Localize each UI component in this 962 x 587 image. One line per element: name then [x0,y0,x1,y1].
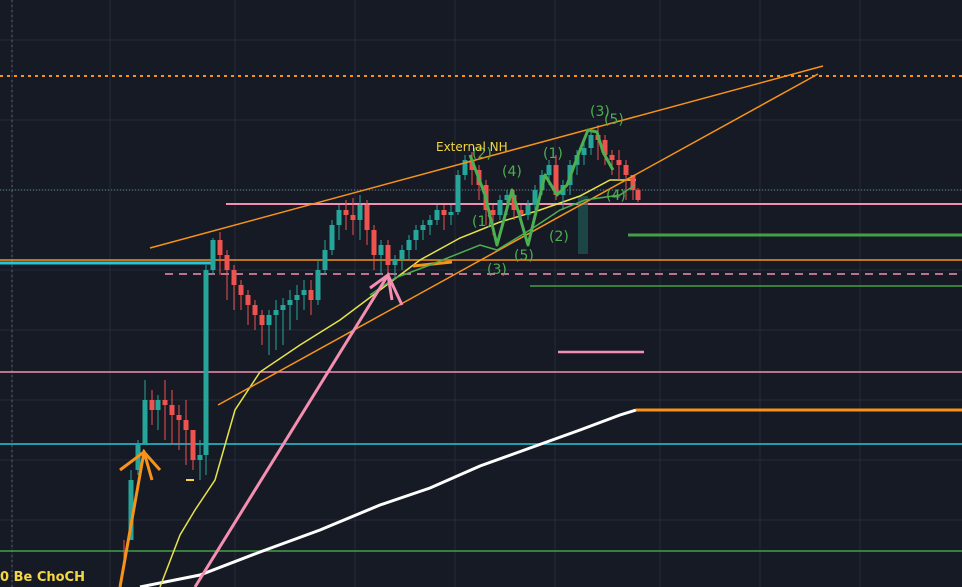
candle-body [518,210,524,215]
candle-body [427,220,433,225]
wave-drawings [369,128,636,296]
wave-lower [369,184,636,296]
candle-body [322,250,328,270]
candle-body [441,210,447,215]
candle-body [385,245,391,265]
candle-body [511,195,517,210]
wave-zigzag [468,128,615,247]
candle-body [364,205,370,230]
candle-body [413,230,419,240]
candle-body [504,195,510,200]
candle-body [203,270,209,455]
candle-body [455,175,461,212]
candle-body [343,210,349,215]
pink-arrow [193,271,404,587]
candle-body [245,295,251,305]
candle-body [371,230,377,255]
candle-body [273,310,279,315]
candle-body [231,270,237,285]
candle-body [623,165,629,175]
candle-body [357,205,363,220]
wave-label: (1) [543,146,563,162]
candle-body [197,455,203,460]
moving-averages [139,179,637,587]
candle-body [581,148,587,155]
candle-body [238,285,244,295]
candle-body [420,225,426,230]
candle-body [252,305,258,315]
wave-label: (4) [502,164,522,180]
candle-body [329,225,335,250]
white-ma [139,408,637,587]
candle-body [462,160,468,175]
candle-body [588,135,594,148]
wave-label: (2) [472,146,492,162]
candle-body [406,240,412,250]
candle-body [635,190,641,200]
candle-body [149,400,155,410]
candle-body [128,480,134,540]
candle-body [532,190,538,205]
channel-upper [149,65,824,249]
candle-body [210,240,216,270]
candle-body [155,400,161,410]
candle-body [602,140,608,155]
candle-body [497,200,503,215]
candle-body [315,270,321,300]
candle-body [490,210,496,215]
candle-body [259,315,265,325]
wave-label: (3) [487,262,507,278]
candle-body [525,205,531,215]
candle-body [350,215,356,220]
candlesticks [123,125,641,560]
candle-body [294,295,300,300]
candle-body [176,415,182,420]
candle-body [378,245,384,255]
highlight-zone [578,196,588,254]
candle-body [142,400,148,445]
candle-body [224,255,230,270]
candle-body [308,290,314,300]
candle-body [266,315,272,325]
candle-body [448,212,454,215]
wave-label: (1) [472,214,492,230]
candle-body [183,420,189,430]
candle-body [169,405,175,415]
candle-body [217,240,223,255]
candle-body [190,430,196,460]
candle-body [630,175,636,190]
pink-arrowhead [369,272,394,301]
channel-lower [217,73,819,406]
arrows [118,271,404,587]
candle-body [336,210,342,225]
candle-body [301,290,307,295]
candle-body [287,300,293,305]
orange-arrowhead [119,449,154,481]
candle-body [553,165,559,195]
wave-labels: (2)(4)(1)(3)(5)(1)(2)(3)(5)(4) [472,104,626,278]
candle-body [399,250,405,260]
candle-body [609,155,615,160]
yellow-ma [159,179,636,587]
candle-body [434,210,440,220]
external-nh-label: External NH [436,140,508,154]
wave-label: (2) [549,229,569,245]
candle-body [546,165,552,175]
wave-label: (5) [604,112,624,128]
candle-body [469,160,475,170]
candle-body [392,260,398,265]
wave-label: (3) [590,104,610,120]
choch-label: 0 Be ChoCH [0,570,85,585]
candle-body [280,305,286,310]
wave-label: (4) [606,188,626,204]
candle-body [162,400,168,405]
wave-label: (5) [514,248,534,264]
candle-body [616,160,622,165]
